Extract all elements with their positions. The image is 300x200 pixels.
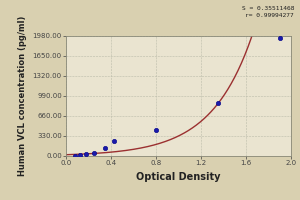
X-axis label: Optical Density: Optical Density: [136, 172, 221, 182]
Y-axis label: Human VCL concentration (pg/ml): Human VCL concentration (pg/ml): [18, 16, 27, 176]
Text: S = 0.35511468
r= 0.99994277: S = 0.35511468 r= 0.99994277: [242, 6, 294, 18]
Point: [278, 36, 282, 39]
Point: [112, 140, 117, 143]
Point: [215, 102, 220, 105]
Point: [154, 128, 158, 132]
Point: [92, 151, 97, 154]
Point: [103, 147, 108, 150]
Point: [73, 154, 77, 157]
Point: [77, 153, 82, 157]
Point: [84, 153, 89, 156]
